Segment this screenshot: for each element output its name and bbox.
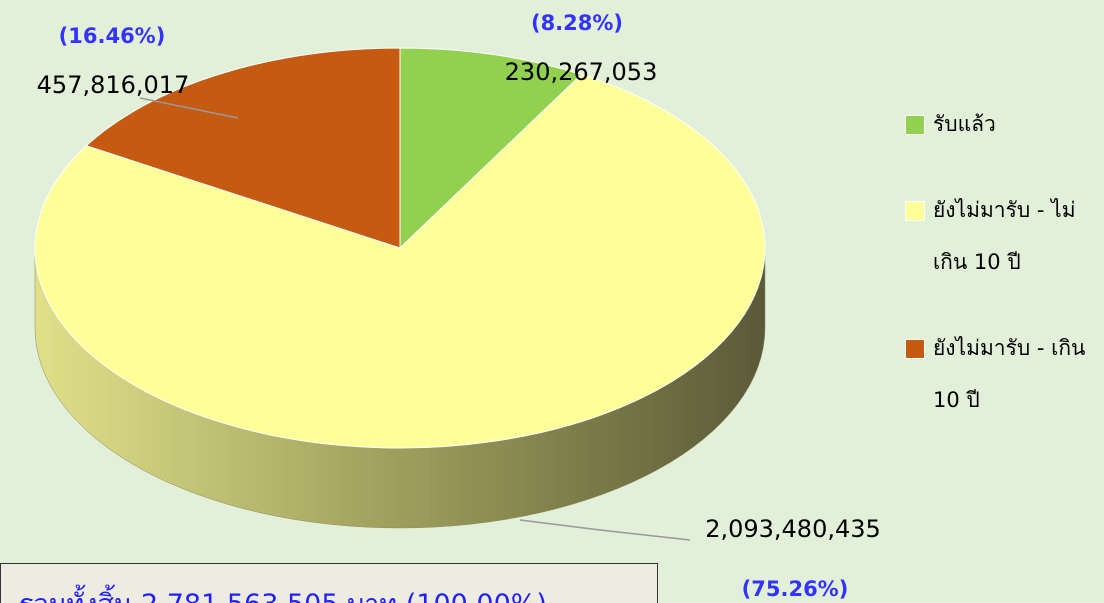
slice <box>85 47 401 249</box>
leader-line <box>139 97 239 119</box>
legend-swatch <box>905 339 925 359</box>
legend: รับแล้วยังไม่มารับ - ไม่เกิน 10 ปียังไม่… <box>905 98 1095 460</box>
slice <box>399 47 583 250</box>
total-box: รวมทั้งสิ้น 2,781,563,505 บาท (100.00%) <box>0 563 658 603</box>
legend-item: ยังไม่มารับ - เกิน 10 ปี <box>905 322 1095 426</box>
percent-label: (75.26%) <box>742 577 849 601</box>
value-label: 457,816,017 <box>37 71 190 99</box>
legend-label: ยังไม่มารับ - ไม่เกิน 10 ปี <box>933 198 1076 274</box>
legend-swatch <box>905 201 925 221</box>
percent-label: (8.28%) <box>531 11 623 35</box>
legend-item: รับแล้ว <box>905 98 1095 150</box>
value-label: 2,093,480,435 <box>705 515 881 543</box>
legend-label: ยังไม่มารับ - เกิน 10 ปี <box>933 336 1086 412</box>
legend-label: รับแล้ว <box>933 112 996 136</box>
leader-line <box>519 519 691 541</box>
legend-swatch <box>905 115 925 135</box>
legend-item: ยังไม่มารับ - ไม่เกิน 10 ปี <box>905 184 1095 288</box>
percent-label: (16.46%) <box>59 24 166 48</box>
slice <box>34 73 766 449</box>
value-label: 230,267,053 <box>505 58 658 86</box>
